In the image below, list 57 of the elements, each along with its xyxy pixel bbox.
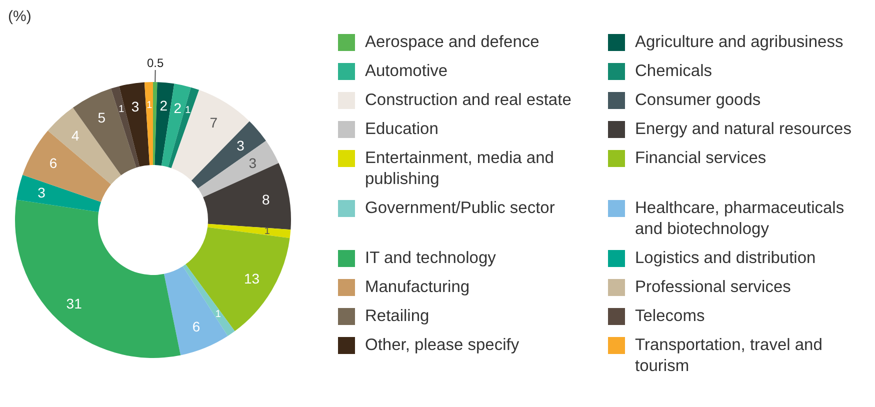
donut-slice xyxy=(208,224,291,238)
donut-slice xyxy=(16,174,102,212)
data-label: 3 xyxy=(248,155,257,172)
data-label: 31 xyxy=(66,295,82,312)
data-label: 8 xyxy=(262,192,270,208)
donut-slice xyxy=(164,266,228,356)
legend-label: Healthcare, pharmaceuticals and biotechnology xyxy=(635,198,846,240)
donut-slice xyxy=(119,82,150,167)
donut-slice xyxy=(186,227,290,332)
data-label: 1 xyxy=(215,308,222,320)
legend-label: Entertainment, media and publishing xyxy=(365,148,555,190)
donut-slice xyxy=(168,87,200,168)
data-label: 6 xyxy=(49,155,58,172)
legend-label: Consumer goods xyxy=(635,90,762,111)
donut-slice xyxy=(144,82,153,166)
legend-label: Telecoms xyxy=(635,306,706,327)
legend-label: Transportation, travel and tourism xyxy=(635,335,824,377)
legend-label: Financial services xyxy=(635,148,768,169)
legend-label: Automotive xyxy=(365,61,449,82)
data-label: 7 xyxy=(210,114,218,131)
legend-label: Logistics and distribution xyxy=(635,248,817,269)
legend-label: Retailing xyxy=(365,306,430,327)
legend-label: Other, please specify xyxy=(365,335,520,356)
data-label: 13 xyxy=(244,270,260,286)
donut-slice xyxy=(153,82,158,166)
legend-label: Agriculture and agribusiness xyxy=(635,32,844,53)
data-label: 1 xyxy=(264,226,270,238)
data-label: 6 xyxy=(192,318,200,334)
data-label: 3 xyxy=(38,184,46,201)
data-label: 0.5 xyxy=(146,56,164,70)
legend-label: Government/Public sector xyxy=(365,198,556,219)
legend-label: Professional services xyxy=(635,277,792,298)
data-label: 2 xyxy=(174,100,182,116)
donut-slice xyxy=(22,130,112,202)
donut-slice xyxy=(110,86,140,168)
legend-label: Manufacturing xyxy=(365,277,471,298)
legend-label: Energy and natural resources xyxy=(635,119,852,140)
donut-slice xyxy=(72,88,136,176)
legend-label: Education xyxy=(365,119,440,140)
data-label: 2 xyxy=(160,98,168,114)
data-label: 4 xyxy=(71,127,80,144)
legend-label: Construction and real estate xyxy=(365,90,572,111)
donut-slice xyxy=(161,84,191,168)
data-label: 3 xyxy=(131,98,140,115)
data-label: 1 xyxy=(118,104,125,116)
text: (%) xyxy=(8,8,32,25)
data-label: 5 xyxy=(98,109,106,126)
data-label: 1 xyxy=(185,105,192,116)
donut-slice xyxy=(171,90,250,181)
donut-slice xyxy=(182,264,235,336)
donut-slice xyxy=(15,200,181,358)
donut-slice xyxy=(154,82,174,166)
legend-label: IT and technology xyxy=(365,248,497,269)
legend-label: Aerospace and defence xyxy=(365,32,540,53)
legend-label: Chemicals xyxy=(635,61,714,82)
data-label: 3 xyxy=(236,138,245,154)
data-label: 1 xyxy=(146,100,153,111)
